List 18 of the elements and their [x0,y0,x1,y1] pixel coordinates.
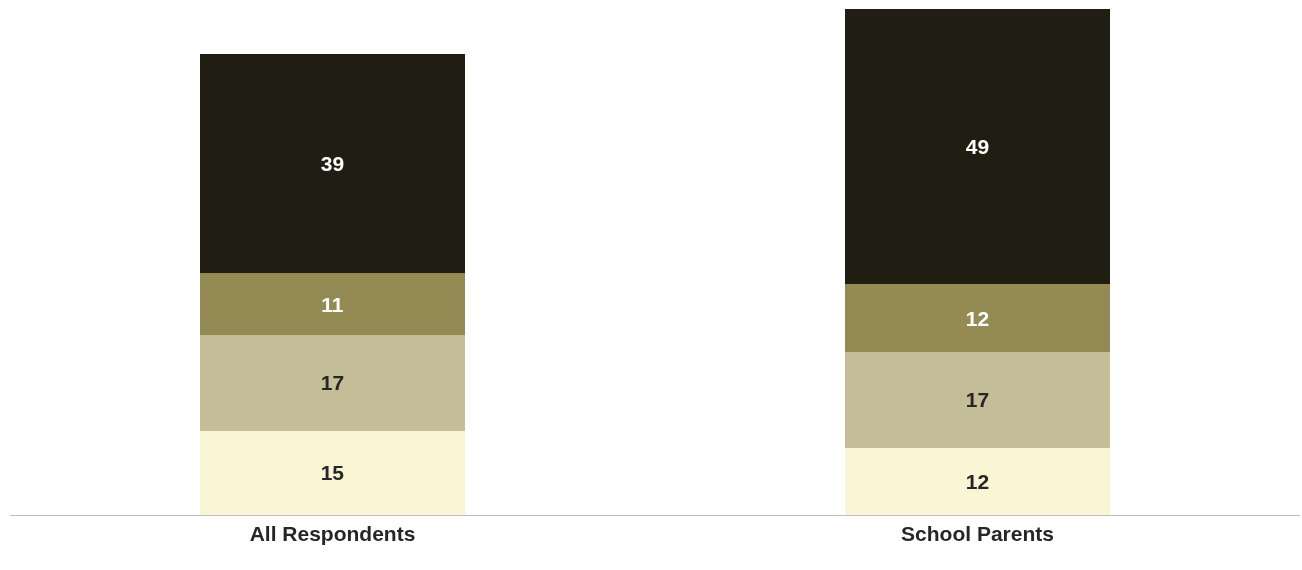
bar [200,53,465,274]
data-label: 15 [320,461,345,485]
data-label: 49 [965,135,990,159]
data-label: 12 [965,469,990,493]
data-label: 17 [320,371,345,395]
data-label: 11 [321,292,344,316]
bar [200,273,465,336]
bar [845,351,1110,448]
bar [845,284,1110,352]
x-tick-label: School Parents [901,522,1054,546]
data-label: 12 [965,306,990,330]
data-label: 17 [965,388,990,412]
data-label: 39 [320,152,345,176]
bar [845,9,1110,285]
x-tick-label: All Respondents [249,522,416,546]
bar [200,335,465,431]
bar [200,430,465,515]
bar [845,447,1110,515]
